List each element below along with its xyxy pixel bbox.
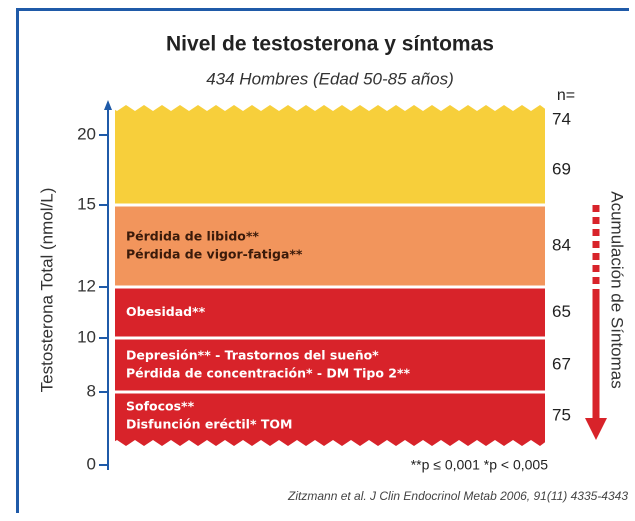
wavy-top [112,100,548,111]
citation: Zitzmann et al. J Clin Endocrinol Metab … [287,489,628,503]
bands [115,100,545,458]
arrow-head [585,418,607,440]
band [115,205,545,287]
band [115,135,545,205]
symptom: Depresión** - Trastornos del sueño* [126,348,379,363]
y-tick-label: 12 [77,276,96,295]
band [115,338,545,392]
chart-title: Nivel de testosterona y síntomas [166,33,494,56]
y-tick-label: 8 [87,381,96,400]
y-tick-label: 0 [87,454,96,473]
symptom: Sofocos** [126,399,195,414]
n-value: 74 [552,109,571,128]
symptom: Pérdida de concentración* - DM Tipo 2** [126,366,411,381]
n-value: 69 [552,159,571,178]
frame [16,8,629,513]
symptom: Pérdida de libido** [126,229,259,244]
y-tick-label: 15 [77,194,96,213]
n-value: 75 [552,405,571,424]
chart-subtitle: 434 Hombres (Edad 50-85 años) [206,69,454,88]
n-header: n= [557,87,575,104]
n-value: 67 [552,354,571,373]
wavy-bottom [112,440,548,458]
symptom: Obesidad** [126,304,206,319]
n-value: 65 [552,302,571,321]
y-axis-arrow [104,100,112,110]
band [115,287,545,338]
y-tick-label: 20 [77,124,96,143]
symptom: Disfunción eréctil* TOM [126,417,292,432]
y-tick-label: 10 [77,327,96,346]
footnote: **p ≤ 0,001 *p < 0,005 [411,457,549,473]
symptom: Pérdida de vigor-fatiga** [126,247,303,262]
y-axis-label: Testosterona Total (nmol/L) [37,188,56,393]
right-label: Acumulación de Síntomas [608,191,627,389]
n-value: 84 [552,235,571,254]
